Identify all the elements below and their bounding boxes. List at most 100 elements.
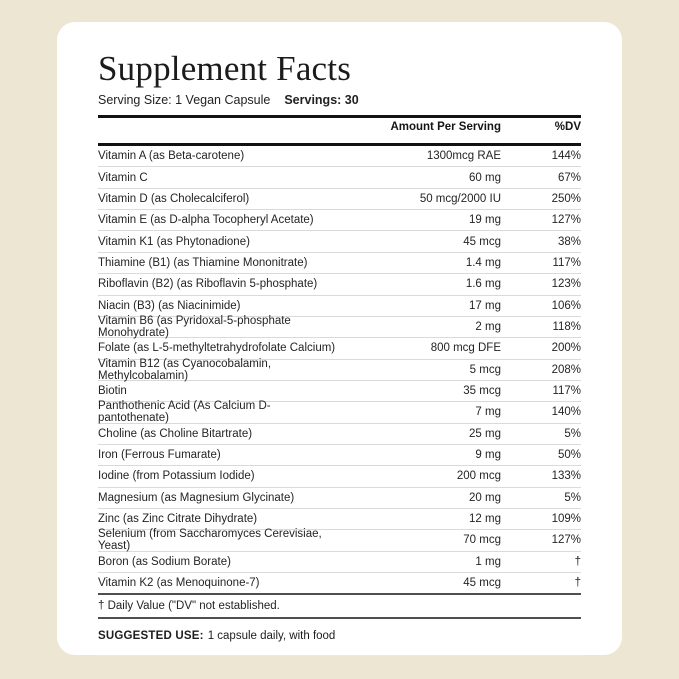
nutrient-name: Niacin (B3) (as Niacinimide) bbox=[98, 299, 241, 312]
bottom-faint-divider bbox=[98, 655, 581, 657]
nutrient-dv: 5% bbox=[564, 427, 581, 440]
nutrient-name: Zinc (as Zinc Citrate Dihydrate) bbox=[98, 513, 258, 526]
nutrient-dv: 200% bbox=[551, 342, 581, 355]
nutrient-dv: 144% bbox=[551, 150, 581, 163]
table-row: Boron (as Sodium Borate) 1 mg † bbox=[98, 552, 581, 573]
nutrient-amount: 9 mg bbox=[475, 449, 501, 462]
nutrient-amount: 45 mcg bbox=[463, 577, 501, 590]
nutrient-dv: 118% bbox=[552, 321, 581, 334]
header-rule bbox=[98, 143, 581, 147]
nutrient-name: Vitamin K2 (as Menoquinone-7) bbox=[98, 577, 260, 590]
table-row: Vitamin A (as Beta-carotene) 1300mcg RAE… bbox=[98, 146, 581, 168]
nutrient-amount: 7 mg bbox=[475, 406, 501, 419]
nutrient-name: Selenium (from Saccharomyces Cerevisiae,… bbox=[98, 528, 322, 553]
nutrient-amount: 70 mcg bbox=[463, 534, 501, 547]
nutrient-amount: 200 mcg bbox=[456, 470, 501, 483]
table-header: Amount Per Serving %DV bbox=[98, 118, 581, 136]
nutrient-dv: 38% bbox=[557, 235, 581, 248]
nutrient-amount: 17 mg bbox=[469, 299, 501, 312]
footnote-bottom-rule bbox=[98, 617, 581, 620]
nutrient-dv: 127% bbox=[551, 214, 581, 227]
nutrient-name: Iron (Ferrous Fumarate) bbox=[98, 449, 221, 462]
table-row: Panthothenic Acid (As Calcium D-pantothe… bbox=[98, 400, 581, 425]
nutrient-amount: 45 mcg bbox=[463, 235, 501, 248]
nutrient-amount: 60 mg bbox=[469, 171, 501, 184]
page-title: Supplement Facts bbox=[98, 49, 352, 88]
table-row: Iodine (from Potassium Iodide) 200 mcg 1… bbox=[98, 466, 581, 488]
nutrient-amount: 12 mg bbox=[469, 513, 501, 526]
table-row: Vitamin K1 (as Phytonadione) 45 mcg 38% bbox=[98, 231, 581, 253]
nutrient-amount: 50 mcg/2000 IU bbox=[419, 192, 501, 205]
nutrient-name: Magnesium (as Magnesium Glycinate) bbox=[98, 491, 295, 504]
table-row: Choline (as Choline Bitartrate) 25 mg 5% bbox=[98, 424, 581, 445]
suggested-use: SUGGESTED USE: 1 capsule daily, with food bbox=[98, 630, 581, 642]
table-row: Iron (Ferrous Fumarate) 9 mg 50% bbox=[98, 445, 581, 467]
footnote: † Daily Value ("DV" not established. bbox=[98, 595, 581, 617]
nutrient-name: Vitamin D (as Cholecalciferol) bbox=[98, 192, 250, 205]
nutrient-dv: 127% bbox=[551, 534, 581, 547]
nutrient-amount: 19 mg bbox=[469, 214, 501, 227]
nutrient-dv: 117% bbox=[552, 256, 581, 269]
header-percent-dv: %DV bbox=[554, 121, 581, 134]
table-row: Vitamin B12 (as Cyanocobalamin, Methylco… bbox=[98, 357, 581, 382]
nutrient-dv: 109% bbox=[551, 513, 581, 526]
nutrient-dv: 5% bbox=[564, 491, 581, 504]
header-amount-per-serving: Amount Per Serving bbox=[390, 121, 501, 134]
nutrient-dv: 133% bbox=[551, 470, 581, 483]
nutrient-name: Vitamin A (as Beta-carotene) bbox=[98, 150, 245, 163]
table-row: Vitamin K2 (as Menoquinone-7) 45 mcg † bbox=[98, 573, 581, 593]
serving-size-text: Serving Size: 1 Vegan Capsule bbox=[98, 93, 271, 108]
nutrient-amount: 1.6 mg bbox=[465, 278, 501, 291]
nutrient-dv: † bbox=[574, 555, 581, 568]
nutrient-name: Riboflavin (B2) (as Riboflavin 5-phospha… bbox=[98, 278, 318, 291]
nutrient-dv: 67% bbox=[557, 171, 581, 184]
table-row: Folate (as L-5-methyltetrahydrofolate Ca… bbox=[98, 338, 581, 360]
nutrient-name: Boron (as Sodium Borate) bbox=[98, 555, 231, 568]
nutrient-amount: 20 mg bbox=[469, 491, 501, 504]
table-row: Niacin (B3) (as Niacinimide) 17 mg 106% bbox=[98, 296, 581, 317]
nutrient-amount: 1.4 mg bbox=[465, 256, 501, 269]
table-row: Thiamine (B1) (as Thiamine Mononitrate) … bbox=[98, 253, 581, 275]
nutrient-name: Thiamine (B1) (as Thiamine Mononitrate) bbox=[98, 256, 308, 269]
nutrient-name: Folate (as L-5-methyltetrahydrofolate Ca… bbox=[98, 342, 336, 355]
nutrient-amount: 5 mcg bbox=[469, 363, 501, 376]
nutrient-name: Vitamin E (as D-alpha Tocopheryl Acetate… bbox=[98, 214, 314, 227]
nutrient-amount: 35 mcg bbox=[463, 385, 501, 398]
nutrient-dv: 140% bbox=[551, 406, 581, 419]
nutrient-dv: 50% bbox=[557, 449, 581, 462]
nutrient-dv: 106% bbox=[551, 299, 581, 312]
nutrient-dv: 250% bbox=[551, 192, 581, 205]
nutrient-name: Vitamin B6 (as Pyridoxal-5-phosphate Mon… bbox=[98, 315, 291, 340]
nutrient-name: Iodine (from Potassium Iodide) bbox=[98, 470, 255, 483]
nutrient-dv: 123% bbox=[551, 278, 581, 291]
nutrient-name: Vitamin K1 (as Phytonadione) bbox=[98, 235, 250, 248]
nutrient-dv: 117% bbox=[552, 385, 581, 398]
nutrient-table: Vitamin A (as Beta-carotene) 1300mcg RAE… bbox=[98, 146, 581, 593]
nutrient-name: Vitamin B12 (as Cyanocobalamin, Methylco… bbox=[98, 357, 272, 382]
table-row: Vitamin B6 (as Pyridoxal-5-phosphate Mon… bbox=[98, 315, 581, 340]
table-row: Riboflavin (B2) (as Riboflavin 5-phospha… bbox=[98, 274, 581, 296]
servings-count-text: Servings: 30 bbox=[284, 93, 359, 108]
serving-info: Serving Size: 1 Vegan Capsule Servings: … bbox=[98, 93, 581, 108]
nutrient-name: Vitamin C bbox=[98, 171, 148, 184]
nutrient-amount: 1 mg bbox=[475, 555, 501, 568]
table-row: Vitamin E (as D-alpha Tocopheryl Acetate… bbox=[98, 210, 581, 232]
nutrient-amount: 1300mcg RAE bbox=[426, 150, 501, 163]
nutrient-dv: † bbox=[574, 577, 581, 590]
nutrient-name: Panthothenic Acid (As Calcium D-pantothe… bbox=[98, 400, 271, 425]
top-rule bbox=[98, 115, 581, 119]
suggested-use-label: SUGGESTED USE: bbox=[98, 630, 204, 643]
table-row: Zinc (as Zinc Citrate Dihydrate) 12 mg 1… bbox=[98, 509, 581, 531]
supplement-facts-card: Supplement Facts Serving Size: 1 Vegan C… bbox=[57, 22, 622, 657]
footnote-text: † Daily Value ("DV" not established. bbox=[98, 600, 280, 613]
suggested-use-text: 1 capsule daily, with food bbox=[207, 630, 336, 643]
nutrient-dv: 208% bbox=[551, 363, 581, 376]
table-row: Selenium (from Saccharomyces Cerevisiae,… bbox=[98, 528, 581, 553]
nutrient-name: Choline (as Choline Bitartrate) bbox=[98, 427, 253, 440]
nutrient-amount: 2 mg bbox=[475, 321, 501, 334]
nutrient-name: Biotin bbox=[98, 385, 127, 398]
nutrient-amount: 25 mg bbox=[469, 427, 501, 440]
footnote-top-rule bbox=[98, 593, 581, 596]
table-row: Vitamin C 60 mg 67% bbox=[98, 167, 581, 189]
